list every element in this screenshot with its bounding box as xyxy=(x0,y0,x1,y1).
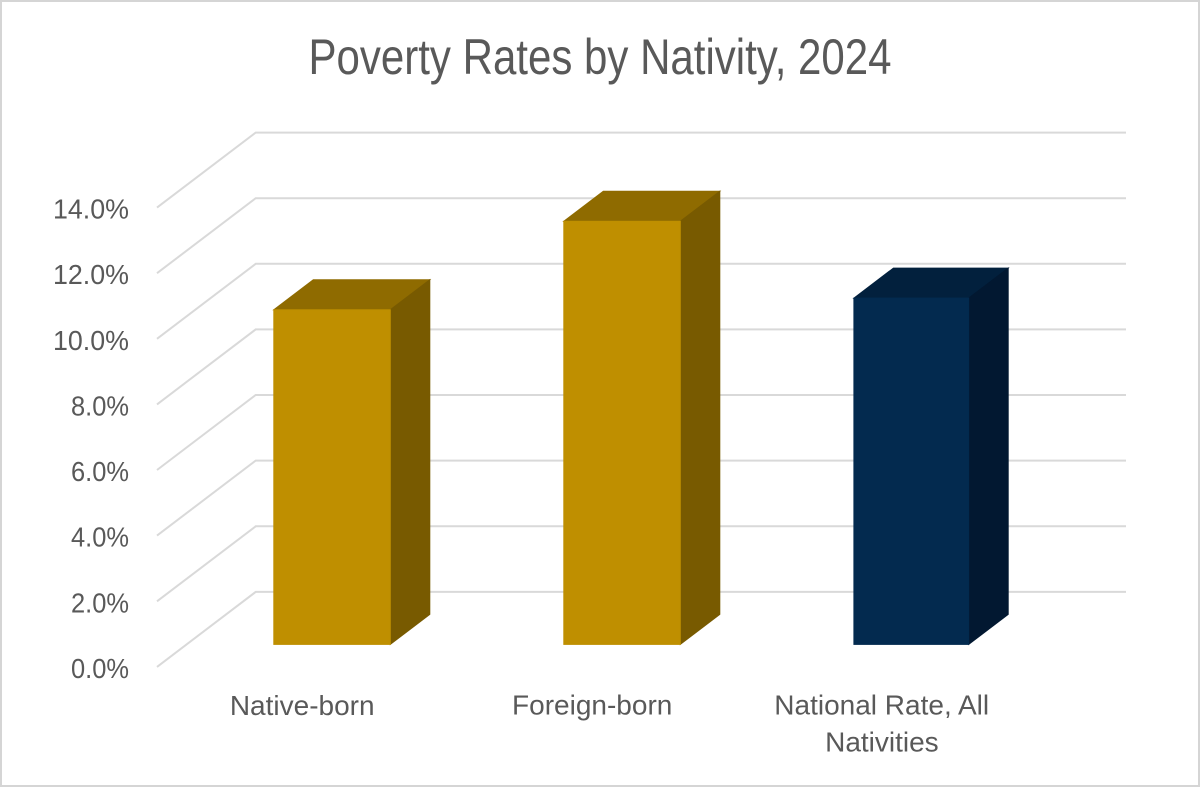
svg-text:Nativities: Nativities xyxy=(825,726,939,757)
svg-text:10.0%: 10.0% xyxy=(53,325,129,356)
svg-text:12.0%: 12.0% xyxy=(53,259,129,290)
svg-text:National Rate, All: National Rate, All xyxy=(774,689,989,720)
svg-text:14.0%: 14.0% xyxy=(53,194,129,225)
svg-text:2.0%: 2.0% xyxy=(71,587,129,618)
svg-text:8.0%: 8.0% xyxy=(71,390,129,421)
svg-text:6.0%: 6.0% xyxy=(71,456,129,487)
svg-text:0.0%: 0.0% xyxy=(71,653,129,684)
svg-text:Foreign-born: Foreign-born xyxy=(512,690,672,721)
svg-text:4.0%: 4.0% xyxy=(71,522,129,553)
svg-text:Native-born: Native-born xyxy=(230,690,375,721)
svg-text:Poverty Rates by Nativity, 202: Poverty Rates by Nativity, 2024 xyxy=(309,28,892,85)
